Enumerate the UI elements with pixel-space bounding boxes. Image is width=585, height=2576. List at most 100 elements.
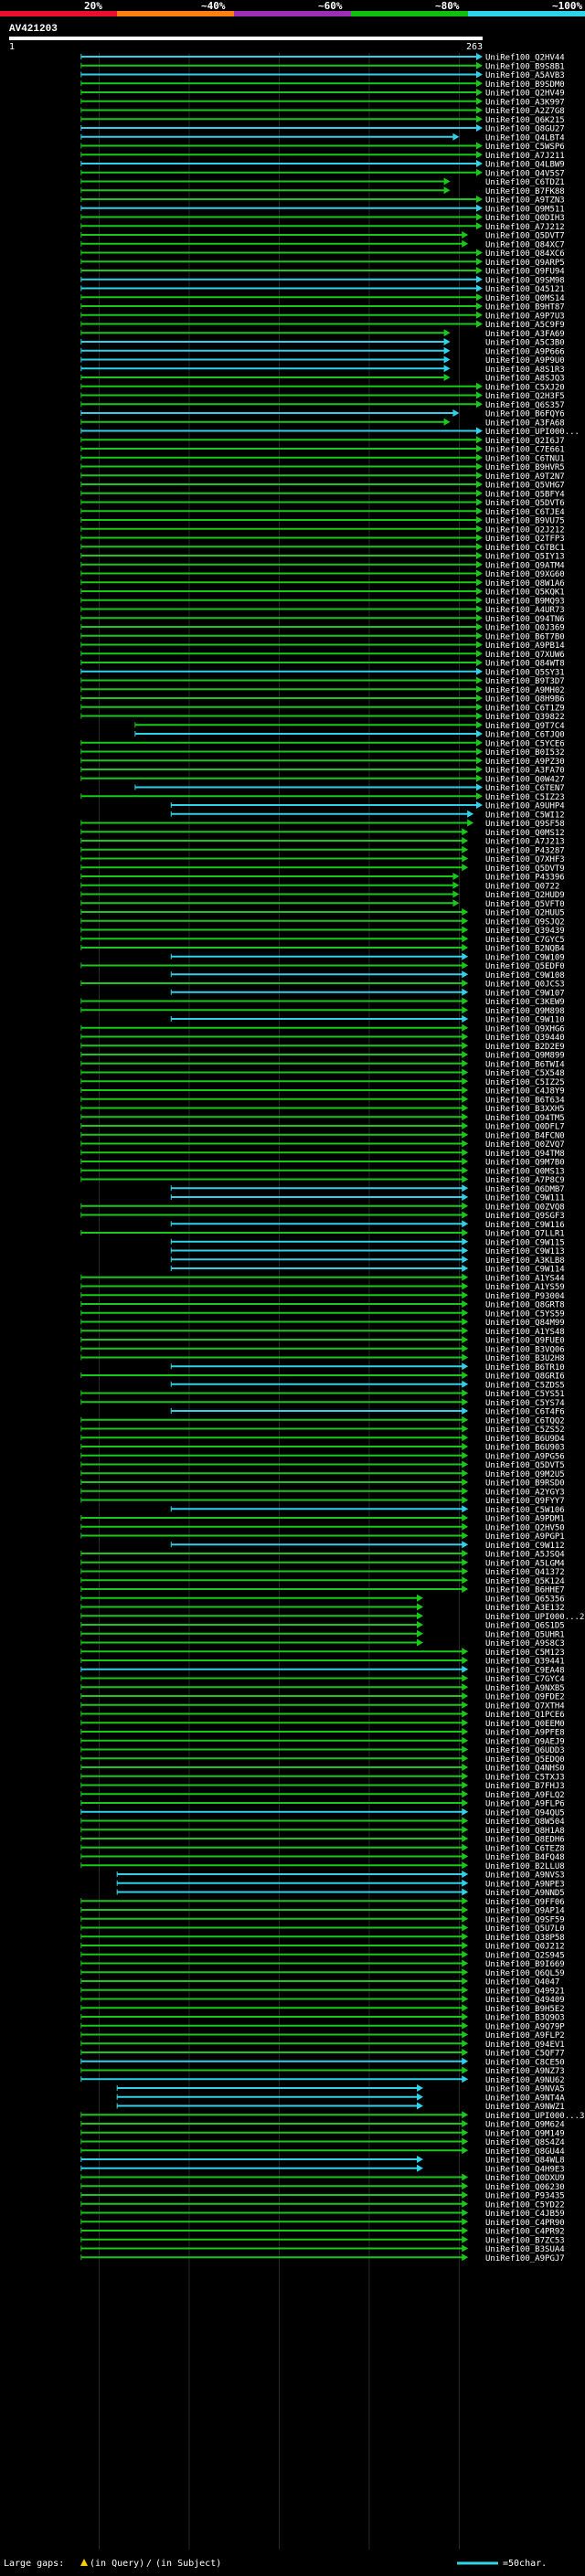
hit-row[interactable]: UniRef100_C9W113: [170, 1246, 565, 1257]
hit-id-label[interactable]: UniRef100_B2LLU8: [485, 1862, 565, 1871]
hit-id-label[interactable]: UniRef100_Q7XUW6: [485, 651, 565, 660]
hit-id-label[interactable]: UniRef100_Q0EEM0: [485, 1720, 565, 1729]
hit-row[interactable]: UniRef100_B4FCN0: [80, 1130, 565, 1141]
hit-row[interactable]: UniRef100_C6TQQ2: [80, 1415, 565, 1426]
hit-row[interactable]: UniRef100_B9I669: [80, 1959, 565, 1970]
hit-id-label[interactable]: UniRef100_Q39439: [485, 927, 565, 936]
hit-id-label[interactable]: UniRef100_A7P8C9: [485, 1176, 565, 1185]
hit-row[interactable]: UniRef100_Q5DVT5: [80, 1460, 565, 1471]
hit-id-label[interactable]: UniRef100_Q9FF06: [485, 1898, 565, 1907]
hit-row[interactable]: UniRef100_C5WI12: [170, 810, 565, 821]
hit-row[interactable]: UniRef100_A5JSQ4: [80, 1550, 565, 1560]
hit-row[interactable]: UniRef100_Q0DFL7: [80, 1122, 565, 1132]
hit-id-label[interactable]: UniRef100_Q9SF58: [485, 820, 565, 829]
hit-row[interactable]: UniRef100_Q9SGF3: [80, 1211, 565, 1222]
hit-id-label[interactable]: UniRef100_Q0J212: [485, 1943, 565, 1952]
hit-id-label[interactable]: UniRef100_UPI000...2: [485, 1613, 584, 1622]
hit-row[interactable]: UniRef100_Q94TM5: [80, 1113, 565, 1123]
hit-row[interactable]: UniRef100_P93004: [80, 1291, 565, 1301]
hit-row[interactable]: UniRef100_Q5DVT6: [80, 498, 565, 509]
hit-id-label[interactable]: UniRef100_Q84XC6: [485, 249, 565, 259]
hit-row[interactable]: UniRef100_A2Z7G8: [80, 106, 565, 117]
hit-id-label[interactable]: UniRef100_C9W111: [485, 1194, 565, 1203]
hit-row[interactable]: UniRef100_Q9FUE0: [80, 1336, 565, 1346]
hit-id-label[interactable]: UniRef100_Q9SF59: [485, 1915, 565, 1924]
hit-row[interactable]: UniRef100_A9NXB5: [80, 1683, 565, 1693]
hit-row[interactable]: UniRef100_A5C3B0: [80, 338, 565, 348]
hit-row[interactable]: UniRef100_Q5VHG7: [80, 481, 565, 491]
hit-row[interactable]: UniRef100_Q6UDD3: [80, 1745, 565, 1756]
hit-id-label[interactable]: UniRef100_B6HHE7: [485, 1586, 565, 1595]
hit-row[interactable]: UniRef100_C6T1Z9: [80, 703, 565, 714]
hit-row[interactable]: UniRef100_A7J213: [80, 837, 565, 847]
hit-row[interactable]: UniRef100_A4UR73: [80, 605, 565, 616]
hit-row[interactable]: UniRef100_Q9ATM4: [80, 560, 565, 571]
hit-row[interactable]: UniRef100_C5TXJ3: [80, 1772, 565, 1783]
hit-id-label[interactable]: UniRef100_Q8EDH6: [485, 1836, 565, 1845]
hit-row[interactable]: UniRef100_Q0DXU9: [80, 2173, 565, 2184]
hit-row[interactable]: UniRef100_Q9FYY7: [80, 1496, 565, 1507]
hit-row[interactable]: UniRef100_Q5K124: [80, 1576, 565, 1586]
hit-row[interactable]: UniRef100_C5YS51: [80, 1389, 565, 1400]
hit-row[interactable]: UniRef100_Q84WL8: [80, 2156, 565, 2166]
hit-id-label[interactable]: UniRef100_P43287: [485, 846, 565, 855]
hit-id-label[interactable]: UniRef100_C4PR92: [485, 2228, 565, 2237]
hit-id-label[interactable]: UniRef100_Q0J369: [485, 624, 565, 633]
hit-row[interactable]: UniRef100_Q5KQK1: [80, 588, 565, 598]
hit-id-label[interactable]: UniRef100_Q5KQK1: [485, 588, 565, 598]
hit-row[interactable]: UniRef100_B6U9D4: [80, 1434, 565, 1444]
hit-id-label[interactable]: UniRef100_A9Q79P: [485, 2022, 565, 2031]
hit-row[interactable]: UniRef100_C5ZDS5: [170, 1380, 565, 1391]
hit-row[interactable]: UniRef100_A3K997: [80, 97, 565, 108]
hit-row[interactable]: UniRef100_Q38P58: [80, 1933, 565, 1943]
hit-id-label[interactable]: UniRef100_UPI000...: [485, 428, 580, 437]
hit-id-label[interactable]: UniRef100_C6TBC1: [485, 544, 565, 553]
hit-row[interactable]: UniRef100_Q7XUW6: [80, 650, 565, 660]
hit-id-label[interactable]: UniRef100_C4JB59: [485, 2210, 565, 2219]
hit-row[interactable]: UniRef100_UPI000...: [80, 427, 580, 438]
hit-row[interactable]: UniRef100_B2D2E9: [80, 1042, 565, 1052]
hit-row[interactable]: UniRef100_C7GYC4: [80, 1674, 565, 1685]
hit-row[interactable]: UniRef100_C5ZS52: [80, 1425, 565, 1436]
hit-row[interactable]: UniRef100_Q94QU5: [80, 1807, 565, 1818]
hit-row[interactable]: UniRef100_Q9M511: [80, 204, 565, 215]
hit-id-label[interactable]: UniRef100_Q9M624: [485, 2121, 565, 2130]
hit-id-label[interactable]: UniRef100_C9W109: [485, 953, 565, 962]
hit-row[interactable]: UniRef100_C6TEZ8: [80, 1843, 565, 1854]
hit-id-label[interactable]: UniRef100_Q5IY13: [485, 553, 565, 562]
hit-id-label[interactable]: UniRef100_C5M123: [485, 1648, 565, 1658]
hit-id-label[interactable]: UniRef100_Q94TM5: [485, 1114, 565, 1123]
hit-row[interactable]: UniRef100_Q06230: [80, 2182, 565, 2192]
hit-row[interactable]: UniRef100_Q0MS13: [80, 1166, 565, 1177]
hit-row[interactable]: UniRef100_Q7XHF3: [80, 854, 565, 865]
hit-row[interactable]: UniRef100_A9PGP1: [80, 1532, 565, 1542]
hit-id-label[interactable]: UniRef100_Q0DIH3: [485, 214, 565, 223]
hit-id-label[interactable]: UniRef100_Q9SM98: [485, 276, 565, 285]
hit-id-label[interactable]: UniRef100_Q4NHS0: [485, 1765, 565, 1774]
hit-row[interactable]: UniRef100_A1YS59: [80, 1282, 565, 1293]
hit-row[interactable]: UniRef100_Q9FDE2: [80, 1692, 565, 1702]
hit-row[interactable]: UniRef100_A9NVA5: [116, 2084, 565, 2094]
hit-id-label[interactable]: UniRef100_B3Q9O3: [485, 2014, 565, 2023]
hit-id-label[interactable]: UniRef100_B9S8B1: [485, 62, 565, 71]
hit-row[interactable]: UniRef100_C5YD22: [80, 2200, 565, 2210]
hit-id-label[interactable]: UniRef100_B9RSD0: [485, 1479, 565, 1489]
hit-id-label[interactable]: UniRef100_A9NPE3: [485, 1880, 565, 1889]
hit-id-label[interactable]: UniRef100_C9W110: [485, 1016, 565, 1025]
hit-row[interactable]: UniRef100_C5IZ25: [80, 1077, 565, 1087]
hit-row[interactable]: UniRef100_B6HHE7: [80, 1585, 565, 1595]
hit-row[interactable]: UniRef100_C9W108: [170, 970, 565, 981]
hit-id-label[interactable]: UniRef100_Q9FU94: [485, 268, 565, 277]
hit-id-label[interactable]: UniRef100_A8S1R3: [485, 366, 565, 375]
hit-row[interactable]: UniRef100_Q8S4Z4: [80, 2137, 565, 2148]
hit-row[interactable]: UniRef100_C4PR90: [80, 2218, 565, 2228]
hit-id-label[interactable]: UniRef100_A9NVS3: [485, 1871, 565, 1881]
hit-id-label[interactable]: UniRef100_B4FCN0: [485, 1131, 565, 1140]
hit-id-label[interactable]: UniRef100_C9W113: [485, 1247, 565, 1256]
hit-id-label[interactable]: UniRef100_Q8S4Z4: [485, 2138, 565, 2147]
hit-id-label[interactable]: UniRef100_C7GYC4: [485, 1675, 565, 1684]
hit-id-label[interactable]: UniRef100_Q84M99: [485, 1319, 565, 1328]
hit-id-label[interactable]: UniRef100_C6TJQ0: [485, 731, 565, 740]
hit-id-label[interactable]: UniRef100_B6TR10: [485, 1363, 565, 1373]
hit-row[interactable]: UniRef100_C9W114: [170, 1265, 565, 1275]
